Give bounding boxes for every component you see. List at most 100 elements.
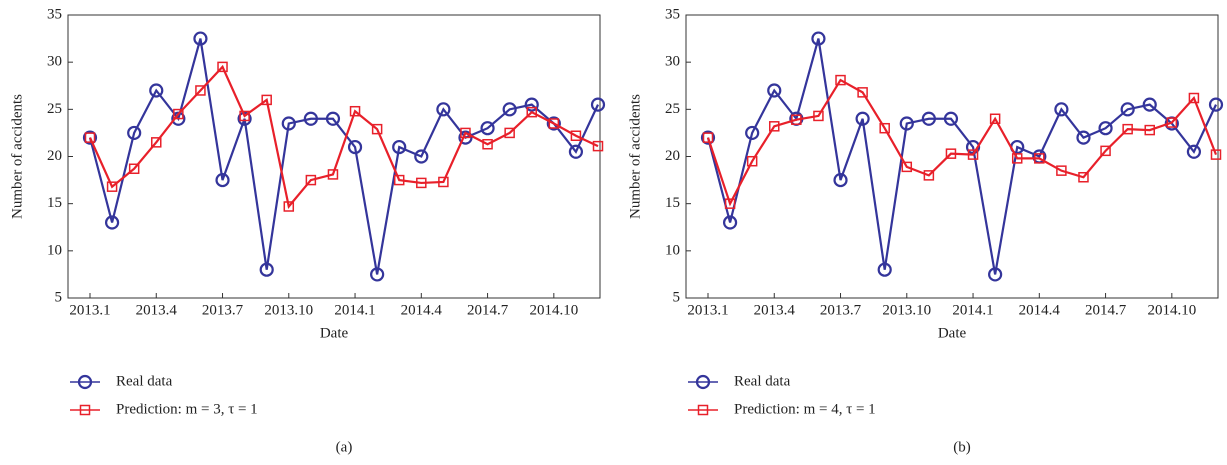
marker: [590, 97, 606, 112]
y-tick-label: 10: [47, 242, 62, 258]
x-tick-label: 2013.7: [202, 302, 244, 318]
marker: [77, 374, 93, 390]
marker: [349, 105, 361, 117]
marker: [1078, 172, 1089, 183]
marker: [1100, 145, 1111, 157]
marker: [1188, 92, 1200, 104]
x-tick-label: 2013.10: [882, 302, 931, 318]
legend-label: Real data: [116, 373, 173, 389]
marker: [833, 172, 848, 188]
marker: [1056, 165, 1067, 176]
marker: [371, 123, 383, 135]
marker: [879, 122, 890, 134]
marker: [193, 31, 208, 46]
marker: [988, 267, 1003, 282]
marker: [967, 149, 979, 160]
x-tick-label: 2014.10: [529, 302, 578, 318]
marker: [899, 116, 914, 131]
y-tick-label: 15: [665, 195, 680, 211]
y-tick-label: 25: [47, 101, 62, 117]
marker: [724, 198, 736, 209]
marker: [697, 404, 709, 416]
x-tick-label: 2013.4: [754, 302, 796, 318]
marker: [745, 125, 760, 141]
marker: [1210, 149, 1222, 160]
x-tick-label: 2014.7: [1085, 302, 1127, 318]
marker: [921, 111, 936, 126]
marker: [989, 113, 1001, 125]
marker: [217, 61, 228, 73]
y-tick-label: 15: [47, 195, 62, 211]
marker: [526, 106, 537, 118]
marker: [811, 31, 826, 46]
marker: [546, 116, 561, 131]
marker: [127, 125, 142, 141]
marker: [877, 262, 892, 277]
marker: [702, 132, 714, 143]
caption: (a): [336, 439, 353, 455]
x-axis-label: Date: [938, 325, 967, 341]
marker: [548, 118, 560, 129]
marker: [416, 177, 427, 189]
marker: [857, 87, 868, 98]
marker: [504, 127, 515, 139]
marker: [592, 140, 604, 152]
marker: [370, 267, 385, 282]
marker: [1076, 130, 1091, 145]
marker: [1098, 121, 1113, 136]
marker: [195, 85, 206, 96]
marker: [1120, 102, 1135, 117]
marker: [943, 111, 959, 126]
legend-label: Prediction: m = 3, τ = 1: [116, 401, 258, 417]
y-tick-label: 35: [665, 6, 680, 22]
legend-label: Real data: [734, 373, 791, 389]
series-line: [706, 78, 1218, 207]
marker: [746, 155, 758, 167]
plot-frame: [685, 14, 1219, 299]
x-tick-label: 2014.4: [1019, 302, 1061, 318]
marker: [305, 174, 317, 186]
marker: [149, 83, 164, 98]
marker: [281, 116, 296, 131]
x-tick-label: 2013.7: [820, 302, 862, 318]
marker: [261, 94, 272, 106]
marker: [414, 149, 429, 164]
y-tick-label: 5: [673, 289, 681, 305]
marker: [215, 172, 230, 188]
marker: [901, 161, 913, 173]
y-tick-label: 30: [47, 54, 62, 70]
marker: [151, 137, 162, 148]
series-line: [88, 64, 599, 209]
marker: [393, 174, 405, 186]
marker: [791, 114, 802, 125]
y-axis-label: Number of accidents: [627, 94, 643, 219]
marker: [1054, 102, 1069, 117]
legend-label: Prediction: m = 4, τ = 1: [734, 401, 876, 417]
marker: [458, 130, 473, 145]
y-tick-label: 35: [47, 6, 62, 22]
x-axis-label: Date: [320, 325, 349, 341]
marker: [79, 404, 91, 416]
marker: [945, 148, 957, 159]
marker: [570, 130, 582, 141]
marker: [769, 121, 780, 132]
marker: [173, 108, 184, 120]
x-tick-label: 2014.1: [334, 302, 375, 318]
marker: [1034, 153, 1045, 164]
marker: [813, 110, 824, 122]
marker: [524, 97, 539, 112]
x-tick-label: 2013.1: [687, 302, 728, 318]
marker: [347, 139, 363, 155]
marker: [436, 102, 451, 117]
marker: [835, 74, 846, 86]
y-tick-label: 5: [55, 289, 63, 305]
marker: [1142, 97, 1157, 112]
x-tick-label: 2014.7: [467, 302, 509, 318]
y-axis-label: Number of accidents: [9, 94, 25, 219]
marker: [392, 139, 407, 155]
marker: [303, 111, 318, 126]
x-tick-label: 2013.1: [69, 302, 110, 318]
marker: [1144, 124, 1155, 136]
marker: [460, 127, 471, 139]
marker: [722, 215, 738, 230]
